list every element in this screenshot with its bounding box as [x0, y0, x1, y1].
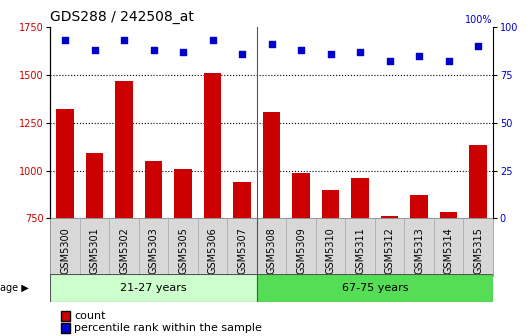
Text: 67-75 years: 67-75 years	[342, 283, 408, 293]
Bar	[233, 182, 251, 336]
Bar	[440, 212, 457, 336]
Text: percentile rank within the sample: percentile rank within the sample	[74, 323, 262, 333]
Text: GSM5308: GSM5308	[267, 227, 277, 274]
Text: 100%: 100%	[465, 15, 493, 25]
Bar	[198, 218, 227, 276]
Text: 21-27 years: 21-27 years	[120, 283, 187, 293]
Point	[208, 38, 217, 43]
Bar	[351, 178, 369, 336]
Text: GSM5315: GSM5315	[473, 227, 483, 274]
Point	[356, 49, 365, 54]
Bar	[257, 218, 286, 276]
Bar	[257, 274, 493, 302]
Bar	[169, 218, 198, 276]
Text: GSM5309: GSM5309	[296, 227, 306, 274]
Text: GSM5313: GSM5313	[414, 227, 424, 274]
Text: GSM5300: GSM5300	[60, 227, 70, 274]
Point	[326, 51, 335, 56]
Bar	[292, 173, 310, 336]
Text: GSM5312: GSM5312	[385, 227, 395, 274]
Bar	[263, 112, 280, 336]
Text: GSM5311: GSM5311	[355, 227, 365, 274]
Bar	[204, 73, 222, 336]
Text: GDS288 / 242508_at: GDS288 / 242508_at	[50, 9, 194, 24]
Text: GSM5301: GSM5301	[90, 227, 100, 274]
Bar	[50, 274, 257, 302]
Bar	[375, 218, 404, 276]
Text: GSM5302: GSM5302	[119, 227, 129, 274]
Point	[444, 59, 453, 64]
Bar	[410, 195, 428, 336]
Text: GSM5310: GSM5310	[325, 227, 335, 274]
Bar	[115, 81, 133, 336]
Point	[385, 59, 394, 64]
Bar	[286, 218, 316, 276]
Point	[415, 53, 423, 58]
Point	[297, 47, 305, 52]
Bar	[322, 190, 340, 336]
Bar	[56, 109, 74, 336]
Point	[61, 38, 69, 43]
Text: age ▶: age ▶	[0, 283, 29, 293]
Text: GSM5314: GSM5314	[444, 227, 454, 274]
Bar	[316, 218, 346, 276]
Point	[474, 43, 482, 49]
Bar	[139, 218, 169, 276]
Point	[238, 51, 246, 56]
Bar	[145, 161, 163, 336]
Bar	[404, 218, 434, 276]
Point	[267, 41, 276, 47]
Point	[90, 47, 99, 52]
Text: count: count	[74, 311, 105, 321]
Bar	[346, 218, 375, 276]
Text: GSM5306: GSM5306	[208, 227, 218, 274]
Bar	[434, 218, 463, 276]
Bar	[463, 218, 493, 276]
Point	[149, 47, 158, 52]
Bar	[174, 169, 192, 336]
Text: GSM5303: GSM5303	[148, 227, 158, 274]
Text: GSM5307: GSM5307	[237, 227, 247, 274]
Bar	[469, 145, 487, 336]
Point	[120, 38, 128, 43]
Bar	[109, 218, 139, 276]
Bar	[80, 218, 109, 276]
Bar	[86, 153, 103, 336]
Text: GSM5305: GSM5305	[178, 227, 188, 274]
Bar	[227, 218, 257, 276]
Bar	[50, 218, 80, 276]
Bar	[381, 216, 399, 336]
Point	[179, 49, 188, 54]
